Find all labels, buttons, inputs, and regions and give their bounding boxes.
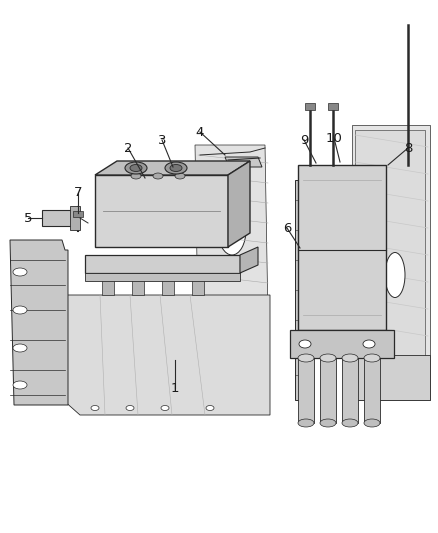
Ellipse shape bbox=[363, 340, 375, 348]
Polygon shape bbox=[132, 255, 144, 295]
Ellipse shape bbox=[165, 162, 187, 174]
Bar bbox=[328, 103, 338, 110]
Bar bbox=[73, 211, 83, 217]
Polygon shape bbox=[42, 210, 74, 226]
Text: 8: 8 bbox=[404, 141, 412, 155]
Polygon shape bbox=[298, 165, 386, 330]
Ellipse shape bbox=[13, 344, 27, 352]
Polygon shape bbox=[295, 180, 305, 400]
Ellipse shape bbox=[206, 406, 214, 410]
Ellipse shape bbox=[13, 268, 27, 276]
Polygon shape bbox=[10, 240, 68, 405]
Text: 6: 6 bbox=[283, 222, 291, 235]
Text: 5: 5 bbox=[24, 212, 32, 224]
Ellipse shape bbox=[161, 406, 169, 410]
Polygon shape bbox=[85, 273, 240, 281]
Bar bbox=[305, 103, 315, 110]
Ellipse shape bbox=[126, 406, 134, 410]
Polygon shape bbox=[320, 358, 336, 423]
Text: 4: 4 bbox=[196, 125, 204, 139]
Polygon shape bbox=[298, 358, 314, 423]
Text: 7: 7 bbox=[74, 187, 82, 199]
Polygon shape bbox=[364, 358, 380, 423]
Ellipse shape bbox=[175, 173, 185, 179]
Ellipse shape bbox=[320, 354, 336, 362]
Text: 2: 2 bbox=[124, 141, 132, 155]
Polygon shape bbox=[225, 157, 262, 167]
Polygon shape bbox=[18, 295, 270, 415]
Ellipse shape bbox=[13, 381, 27, 389]
Ellipse shape bbox=[342, 354, 358, 362]
Ellipse shape bbox=[170, 165, 182, 172]
Text: 1: 1 bbox=[171, 382, 179, 394]
Polygon shape bbox=[355, 130, 425, 395]
Polygon shape bbox=[95, 161, 250, 175]
Polygon shape bbox=[240, 247, 258, 273]
Text: 9: 9 bbox=[300, 133, 308, 147]
Ellipse shape bbox=[13, 306, 27, 314]
Polygon shape bbox=[352, 355, 430, 400]
Polygon shape bbox=[290, 330, 394, 358]
Polygon shape bbox=[102, 255, 114, 295]
Ellipse shape bbox=[153, 173, 163, 179]
Polygon shape bbox=[95, 175, 228, 247]
Ellipse shape bbox=[218, 205, 246, 255]
Polygon shape bbox=[85, 255, 240, 273]
Polygon shape bbox=[195, 145, 268, 320]
Polygon shape bbox=[352, 125, 430, 400]
Polygon shape bbox=[228, 161, 250, 247]
Text: 3: 3 bbox=[158, 133, 166, 147]
Ellipse shape bbox=[299, 340, 311, 348]
Ellipse shape bbox=[385, 253, 405, 297]
Ellipse shape bbox=[364, 419, 380, 427]
Ellipse shape bbox=[125, 162, 147, 174]
Polygon shape bbox=[342, 358, 358, 423]
Ellipse shape bbox=[320, 419, 336, 427]
Ellipse shape bbox=[130, 165, 142, 172]
Polygon shape bbox=[162, 255, 174, 295]
Ellipse shape bbox=[91, 406, 99, 410]
Ellipse shape bbox=[131, 173, 141, 179]
Ellipse shape bbox=[298, 354, 314, 362]
Text: 10: 10 bbox=[325, 132, 343, 144]
Ellipse shape bbox=[298, 419, 314, 427]
Ellipse shape bbox=[342, 419, 358, 427]
Ellipse shape bbox=[364, 354, 380, 362]
Polygon shape bbox=[70, 206, 80, 230]
Polygon shape bbox=[192, 255, 204, 295]
